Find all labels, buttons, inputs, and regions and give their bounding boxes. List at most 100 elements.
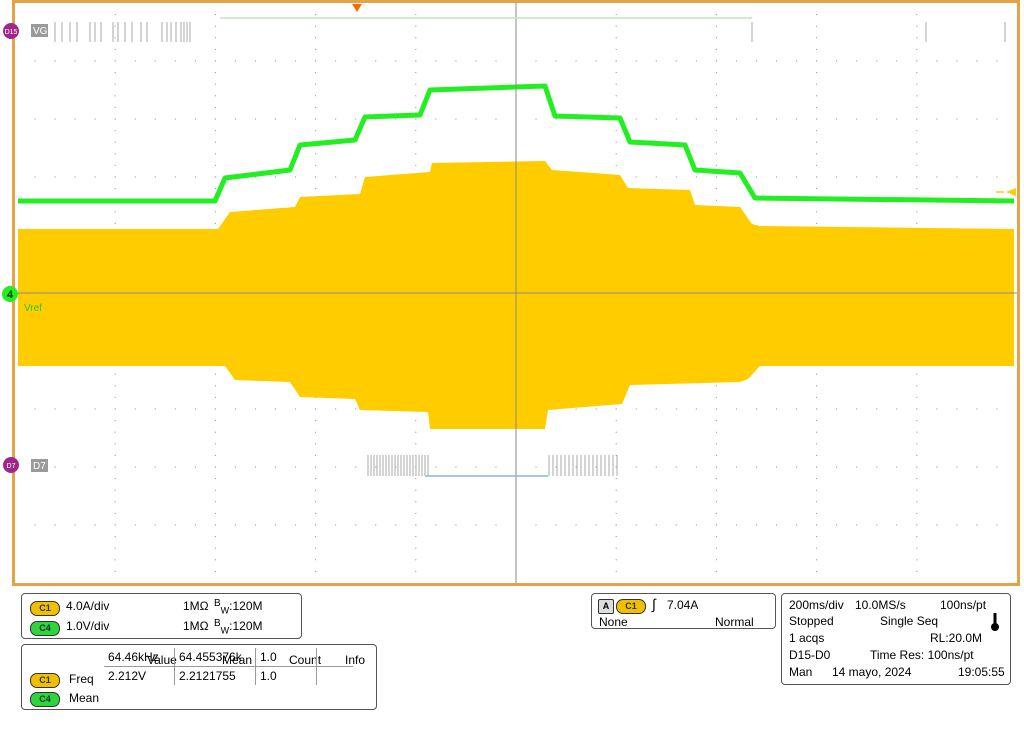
grid-dot — [635, 60, 637, 62]
grid-dot — [74, 466, 76, 468]
grid-dot — [214, 211, 216, 213]
grid-dot — [114, 373, 116, 375]
meas-row1-badge[interactable]: C1 — [30, 673, 60, 688]
grid-dot — [415, 570, 417, 572]
grid-dot — [214, 25, 216, 27]
oscilloscope-display[interactable]: D15 VG D7 D7 4 Vref — [0, 0, 1024, 590]
grid-dot — [154, 408, 156, 410]
grid-dot — [876, 118, 878, 120]
grid-dot — [54, 524, 56, 526]
grid-dot — [655, 60, 657, 62]
grid-dot — [816, 95, 818, 97]
grid-dot — [415, 547, 417, 549]
grid-dot — [495, 60, 497, 62]
grid-dot — [715, 431, 717, 433]
grid-dot — [335, 118, 337, 120]
grid-dot — [114, 408, 116, 410]
trigger-panel[interactable]: A C1 ∫ 7.04A None Normal — [591, 593, 776, 629]
grid-dot — [415, 106, 417, 108]
grid-dot — [134, 176, 136, 178]
grid-dot — [315, 547, 317, 549]
grid-dot — [194, 118, 196, 120]
grid-dot — [415, 130, 417, 132]
grid-dot — [194, 176, 196, 178]
grid-dot — [214, 408, 216, 410]
grid-dot — [615, 14, 617, 16]
ch4-bandwidth: BW:120M — [214, 618, 263, 635]
grid-dot — [315, 164, 317, 166]
grid-dot — [154, 176, 156, 178]
grid-dot — [836, 524, 838, 526]
ch1-bandwidth: BW:120M — [214, 598, 263, 615]
grid-dot — [755, 118, 757, 120]
grid-dot — [295, 176, 297, 178]
grid-dot — [796, 466, 798, 468]
acquisition-panel[interactable]: 200ms/div 10.0MS/s 100ns/pt Stopped Sing… — [781, 593, 1011, 685]
grid-dot — [695, 60, 697, 62]
grid-dot — [214, 60, 216, 62]
grid-dot — [896, 466, 898, 468]
grid-dot — [695, 118, 697, 120]
trigger-level-marker[interactable] — [1006, 188, 1016, 196]
grid-dot — [856, 118, 858, 120]
grid-dot — [214, 524, 216, 526]
grid-dot — [154, 118, 156, 120]
grid-dot — [134, 524, 136, 526]
grid-dot — [214, 443, 216, 445]
ch4-badge[interactable]: C4 — [30, 621, 60, 636]
trigger-position-marker[interactable] — [352, 4, 362, 12]
grid-dot — [34, 408, 36, 410]
trigger-source-badge[interactable]: C1 — [616, 599, 646, 614]
d7-channel-badge[interactable] — [3, 457, 19, 473]
grid-dot — [355, 118, 357, 120]
grid-dot — [936, 60, 938, 62]
grid-dot — [976, 524, 978, 526]
grid-dot — [315, 130, 317, 132]
grid-dot — [335, 176, 337, 178]
d7-badge-text: D7 — [7, 463, 16, 470]
grid-dot — [916, 524, 918, 526]
grid-dot — [415, 443, 417, 445]
grid-dot — [615, 547, 617, 549]
grid-dot — [816, 72, 818, 74]
grid-dot — [916, 385, 918, 387]
rising-edge-icon: ∫ — [652, 596, 656, 612]
grid-dot — [315, 512, 317, 514]
grid-dot — [796, 118, 798, 120]
d15-channel-badge[interactable] — [3, 23, 19, 39]
grid-dot — [916, 431, 918, 433]
grid-dot — [154, 466, 156, 468]
grid-dot — [114, 547, 116, 549]
grid-dot — [375, 524, 377, 526]
grid-dot — [856, 176, 858, 178]
grid-dot — [916, 14, 918, 16]
meas-row2-count: 1.0 — [255, 666, 317, 685]
ch1-badge[interactable]: C1 — [30, 601, 60, 616]
meas-row2-badge[interactable]: C4 — [30, 692, 60, 707]
grid-dot — [675, 118, 677, 120]
grid-dot — [976, 466, 978, 468]
grid-dot — [174, 408, 176, 410]
grid-dot — [976, 408, 978, 410]
grid-dot — [615, 130, 617, 132]
ch4-ground-marker[interactable] — [2, 286, 18, 302]
grid-dot — [856, 60, 858, 62]
grid-dot — [114, 141, 116, 143]
grid-dot — [876, 408, 878, 410]
grid-dot — [315, 443, 317, 445]
grid-dot — [415, 72, 417, 74]
grid-dot — [836, 408, 838, 410]
grid-dot — [816, 25, 818, 27]
grid-dot — [415, 60, 417, 62]
grid-dot — [254, 176, 256, 178]
grid-dot — [74, 176, 76, 178]
grid-dot — [715, 524, 717, 526]
channel-setup-panel[interactable]: C1 4.0A/div 1MΩ BW:120M C4 1.0V/div 1MΩ … — [21, 593, 302, 639]
grid-dot — [114, 25, 116, 27]
grid-dot — [715, 512, 717, 514]
grid-dot — [194, 60, 196, 62]
grid-dot — [615, 443, 617, 445]
grid-dot — [735, 524, 737, 526]
grid-dot — [715, 14, 717, 16]
grid-dot — [214, 478, 216, 480]
